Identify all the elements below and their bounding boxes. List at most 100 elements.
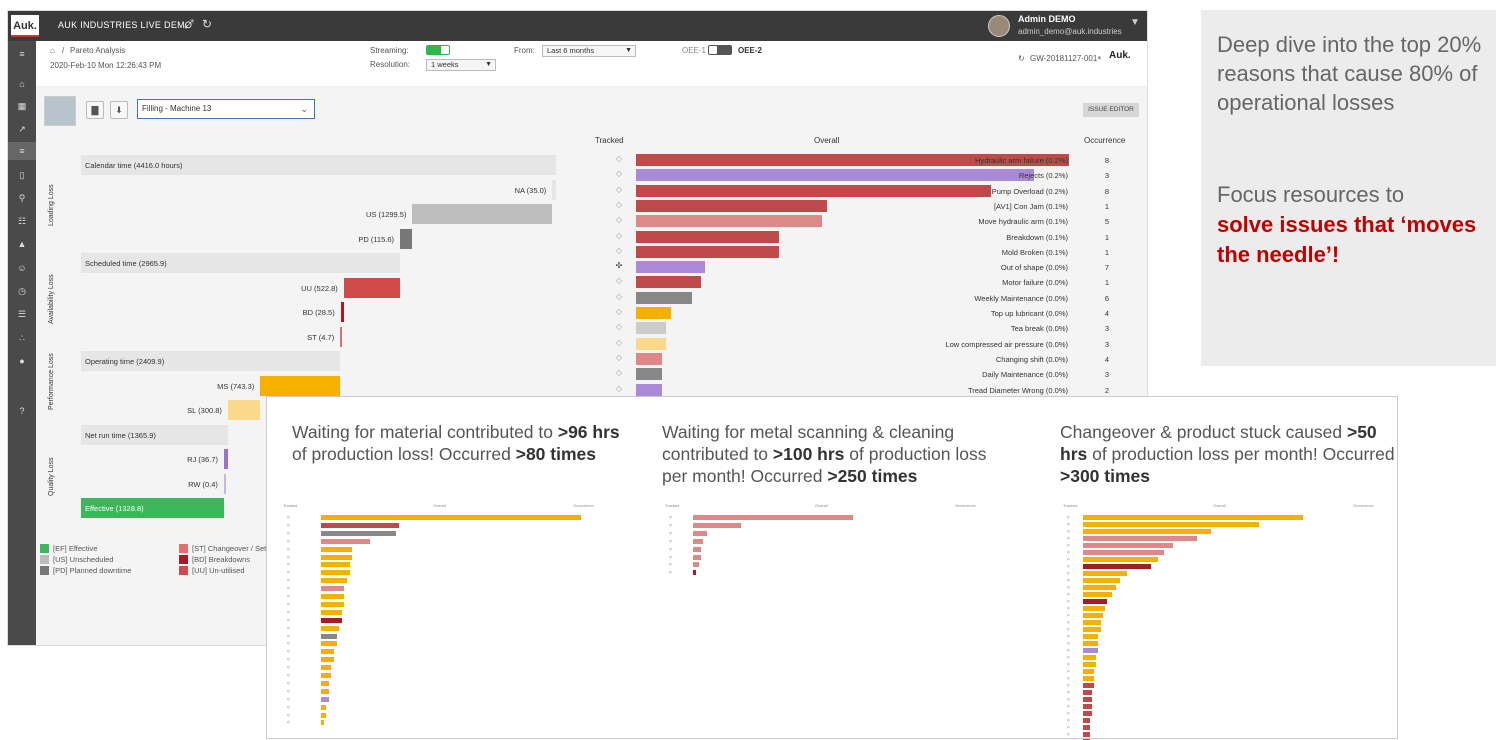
chevron-down-icon[interactable]: ▼ xyxy=(1130,17,1140,28)
mini-tracked-icon: ◇ xyxy=(287,665,290,670)
bar-chart-icon: ▇ xyxy=(91,105,99,115)
waterfall-group-label: Performance Loss xyxy=(48,352,55,410)
tracked-toggle[interactable]: ◇ xyxy=(615,154,623,163)
pareto-icon[interactable]: ≡ xyxy=(8,142,36,160)
mini-tracked-icon: ◇ xyxy=(287,720,290,725)
tracked-toggle[interactable]: ◇ xyxy=(615,230,623,240)
mini-bar xyxy=(321,649,334,655)
tracked-toggle[interactable]: ◇ xyxy=(615,245,623,255)
occurrence-value: 3 xyxy=(1104,339,1110,349)
overall-bar[interactable] xyxy=(636,184,992,197)
line-chart-icon[interactable]: ↗ xyxy=(18,124,26,134)
tracked-toggle[interactable]: ◇ xyxy=(615,199,623,209)
breadcrumb-page[interactable]: Pareto Analysis xyxy=(70,46,126,55)
resolution-select[interactable]: 1 weeks ▼ xyxy=(426,59,496,71)
document-icon[interactable]: ▯ xyxy=(19,170,25,180)
mini-tracked-icon: ◇ xyxy=(1067,711,1070,715)
fullscreen-icon[interactable]: ⤢ xyxy=(184,17,194,31)
overall-bar[interactable] xyxy=(636,154,1069,166)
tracked-toggle[interactable]: ◇ xyxy=(615,322,623,332)
from-select[interactable]: Last 6 months ▼ xyxy=(542,45,636,57)
machine-thumbnail xyxy=(44,96,76,126)
sync-icon[interactable]: ↻ xyxy=(1018,54,1025,63)
streaming-toggle[interactable] xyxy=(426,45,450,55)
waterfall-bar xyxy=(340,326,343,347)
mini-bar xyxy=(321,704,327,710)
overall-bar[interactable] xyxy=(636,307,671,319)
refresh-icon[interactable]: ↻ xyxy=(202,17,213,31)
overall-bar[interactable] xyxy=(636,276,701,289)
tracked-toggle[interactable]: ◇ xyxy=(615,352,623,362)
overall-bar[interactable] xyxy=(636,322,667,335)
legend-label: [UU] Un-utilised xyxy=(192,566,245,575)
user-email: admin_demo@auk.industries xyxy=(1018,27,1122,36)
mini-tracked-icon: ◇ xyxy=(1067,683,1070,687)
mini-bar xyxy=(321,657,334,663)
occurrence-value: 4 xyxy=(1104,354,1110,364)
help-icon[interactable]: ? xyxy=(19,406,25,416)
tracked-toggle[interactable]: ◇ xyxy=(615,307,623,316)
overall-bar[interactable] xyxy=(636,199,827,212)
overall-bar[interactable] xyxy=(636,169,1035,182)
overall-bar[interactable] xyxy=(636,230,779,243)
overall-bar[interactable] xyxy=(636,337,667,350)
mini-bar xyxy=(1083,662,1097,667)
search-icon[interactable]: ⚲ xyxy=(18,193,26,203)
tracked-toggle[interactable]: ◇ xyxy=(615,215,623,225)
menu-icon[interactable]: ≡ xyxy=(19,49,25,59)
download-button[interactable]: ⬇ xyxy=(110,101,128,119)
tracked-toggle[interactable]: ◇ xyxy=(615,368,623,378)
mini-tracked-icon: ◇ xyxy=(1067,522,1070,526)
resolution-label: Resolution: xyxy=(370,60,411,69)
chart-button[interactable]: ▇ xyxy=(86,101,104,119)
breadcrumb-separator: / xyxy=(62,46,65,55)
hierarchy-icon[interactable]: ☷ xyxy=(17,216,27,226)
callout-caption: Changeover & product stuck caused >50 hr… xyxy=(1060,421,1395,487)
mini-tracked-icon: ◇ xyxy=(287,673,290,677)
occurrence-value: 8 xyxy=(1104,186,1110,196)
overall-bar[interactable] xyxy=(636,352,662,365)
tracked-toggle[interactable]: ◇ xyxy=(615,184,623,194)
grid-icon[interactable]: ▦ xyxy=(17,101,27,111)
issue-editor-button[interactable]: ISSUE EDITOR xyxy=(1083,103,1139,117)
download-icon: ⬇ xyxy=(115,105,123,115)
users-icon[interactable]: ☺ xyxy=(17,263,27,273)
home-icon[interactable]: ⌂ xyxy=(50,46,55,55)
tracked-toggle[interactable]: ◇ xyxy=(615,291,623,301)
overall-bar[interactable] xyxy=(636,383,662,396)
oee-toggle[interactable] xyxy=(708,45,732,55)
tracked-toggle[interactable]: ✣ xyxy=(615,261,623,271)
mini-tracked-icon: ◇ xyxy=(287,712,290,717)
signal-icon[interactable]: ∴ xyxy=(19,333,25,343)
home-icon[interactable]: ⌂ xyxy=(19,79,25,89)
mini-tracked-icon: ◇ xyxy=(1067,662,1070,666)
tracked-toggle[interactable]: ◇ xyxy=(615,169,623,179)
overall-bar[interactable] xyxy=(636,291,693,304)
avatar[interactable] xyxy=(988,15,1010,37)
user-icon[interactable]: ● xyxy=(19,356,25,366)
overall-bar[interactable] xyxy=(636,368,662,381)
tracked-toggle[interactable]: ◇ xyxy=(615,337,623,347)
mini-tracked-icon: ◇ xyxy=(1067,578,1070,582)
list-icon[interactable]: ☰ xyxy=(17,309,27,319)
waterfall-label: BD (28.5) xyxy=(302,308,335,317)
tracked-toggle[interactable]: ◇ xyxy=(615,383,623,393)
waterfall-label: PD (115.6) xyxy=(358,234,395,244)
waterfall-group-label: Loading Loss xyxy=(48,184,55,226)
mini-tracked-icon: ◇ xyxy=(669,546,672,551)
overall-bar[interactable] xyxy=(636,215,823,228)
mini-bar xyxy=(1083,522,1259,527)
insight-highlight: solve issues that ‘moves the needle’! xyxy=(1217,212,1477,267)
overall-bar-label: [AV1] Con Jam (0.1%) xyxy=(993,201,1068,211)
machine-select[interactable]: Filling - Machine 13 ⌄ xyxy=(137,99,315,119)
overall-bar-label: Move hydraulic arm (0.1%) xyxy=(978,217,1068,227)
auk-logo[interactable]: Auk. xyxy=(11,15,39,37)
clock-icon[interactable]: ◷ xyxy=(18,286,26,296)
bell-icon[interactable]: ▲ xyxy=(17,239,27,249)
overall-bar[interactable] xyxy=(636,245,779,258)
insight-text: Deep dive into the top 20% reasons that … xyxy=(1217,32,1482,115)
legend-swatch xyxy=(40,544,49,553)
mini-bar xyxy=(1083,704,1092,709)
tracked-toggle[interactable]: ◇ xyxy=(615,276,623,286)
overall-bar[interactable] xyxy=(636,261,706,274)
